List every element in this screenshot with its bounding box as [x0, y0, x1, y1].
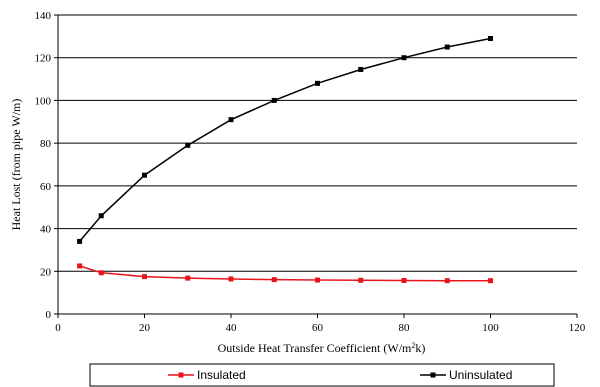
series-line-uninsulated — [79, 37, 491, 242]
y-axis-title: Heat Lost (from pipe W/m) — [9, 99, 23, 231]
x-axis-title-tail: k) — [415, 341, 425, 355]
data-point-uninsulated — [444, 44, 450, 50]
data-point-insulated — [98, 270, 104, 276]
data-point-uninsulated — [185, 142, 191, 148]
series-insulated — [77, 263, 493, 284]
x-axis-title-sup: 2 — [411, 341, 415, 350]
data-point-uninsulated — [228, 117, 234, 123]
data-point-insulated — [358, 277, 364, 283]
data-point-insulated — [444, 278, 450, 284]
legend: Insulated Uninsulated — [89, 363, 555, 387]
legend-label: Uninsulated — [449, 368, 512, 382]
gridlines — [58, 14, 577, 272]
y-tick-label: 140 — [35, 10, 52, 22]
legend-swatch-marker — [430, 372, 436, 378]
legend-item-uninsulated: Uninsulated — [420, 368, 512, 382]
x-tick-label: 100 — [482, 322, 499, 334]
data-point-insulated — [401, 277, 407, 283]
y-tick-label: 120 — [35, 53, 52, 65]
x-tick-label: 20 — [139, 322, 151, 334]
series-line-insulated — [79, 265, 491, 282]
legend-label: Insulated — [197, 368, 246, 382]
data-point-uninsulated — [358, 66, 364, 72]
x-tick-label: 80 — [399, 322, 411, 334]
data-point-insulated — [142, 274, 147, 280]
y-tick-label: 80 — [40, 138, 52, 150]
data-point-insulated — [271, 277, 277, 283]
data-point-insulated — [315, 277, 320, 283]
series-layer — [77, 35, 493, 284]
y-tick-label: 100 — [35, 95, 52, 107]
data-point-insulated — [228, 276, 234, 282]
x-tick-label: 120 — [569, 322, 586, 334]
y-tick-label: 20 — [40, 266, 52, 278]
x-tick-label: 60 — [312, 322, 324, 334]
x-axis-title: Outside Heat Transfer Coefficient (W/m2k… — [218, 341, 426, 356]
data-point-insulated — [77, 263, 83, 269]
axis-ticks: 0 20 40 60 80 100 120 140 0 20 40 60 80 100 120 — [35, 10, 586, 334]
legend-item-insulated: Insulated — [168, 368, 246, 382]
data-point-uninsulated — [271, 97, 277, 103]
x-tick-label: 0 — [55, 322, 61, 334]
series-uninsulated — [77, 35, 493, 244]
data-point-uninsulated — [98, 213, 104, 219]
data-point-insulated — [488, 278, 493, 284]
legend-box — [89, 363, 555, 387]
x-tick-label: 40 — [226, 322, 238, 334]
data-point-uninsulated — [77, 238, 83, 244]
axes — [57, 15, 577, 315]
data-point-uninsulated — [488, 35, 493, 41]
y-tick-label: 0 — [46, 309, 52, 321]
data-point-uninsulated — [401, 55, 407, 61]
data-point-uninsulated — [315, 80, 320, 86]
data-point-uninsulated — [142, 172, 147, 178]
data-point-insulated — [185, 275, 191, 281]
y-tick-label: 60 — [40, 181, 52, 193]
legend-swatch-marker — [178, 372, 184, 378]
x-axis-title-main: Outside Heat Transfer Coefficient (W/m — [218, 341, 412, 355]
y-tick-label: 40 — [40, 224, 52, 236]
